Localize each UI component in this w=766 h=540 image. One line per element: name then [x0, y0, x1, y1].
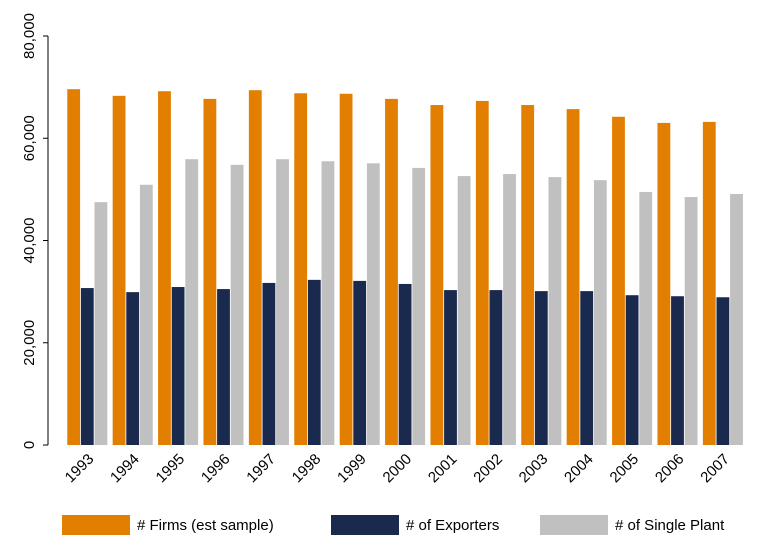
x-tick-label: 1996	[198, 451, 234, 487]
x-tick-label: 2006	[652, 451, 688, 487]
bar	[353, 280, 367, 445]
bar	[657, 122, 671, 445]
bar	[366, 163, 380, 445]
bar	[171, 287, 185, 445]
bar	[80, 288, 94, 445]
bar	[412, 167, 426, 445]
bar	[262, 282, 276, 445]
bar	[730, 193, 743, 445]
legend-label: # of Exporters	[406, 517, 499, 534]
bar	[671, 296, 684, 445]
bar	[639, 191, 653, 445]
bar	[385, 98, 398, 445]
bar	[521, 105, 535, 446]
x-tick-label: 1993	[62, 451, 98, 487]
y-tick-label: 20,000	[21, 320, 38, 366]
bar	[457, 176, 471, 445]
legend-swatch	[62, 515, 130, 535]
bar	[702, 121, 716, 445]
x-tick-label: 2005	[607, 451, 643, 487]
bar	[398, 283, 412, 445]
x-tick-label: 2000	[380, 451, 416, 487]
bar	[489, 290, 503, 445]
legend-swatch	[540, 515, 608, 535]
bar	[503, 174, 516, 445]
legend-label: # of Single Plant	[615, 517, 725, 534]
bar	[126, 292, 140, 445]
y-tick-label: 40,000	[21, 218, 38, 264]
x-tick-label: 2007	[697, 451, 733, 487]
bar	[566, 109, 580, 445]
bar	[248, 90, 262, 445]
legend-label: # Firms (est sample)	[137, 517, 274, 534]
legend-swatch	[331, 515, 399, 535]
bar	[203, 98, 217, 445]
bar	[430, 105, 444, 446]
y-tick-label: 60,000	[21, 115, 38, 161]
x-tick-label: 1997	[243, 451, 279, 487]
y-tick-label: 0	[21, 441, 38, 449]
bar	[625, 295, 639, 445]
bar	[217, 289, 230, 445]
bar	[534, 291, 548, 445]
x-tick-label: 1995	[153, 451, 189, 487]
bar	[67, 89, 81, 446]
bar	[321, 161, 335, 445]
bar	[276, 159, 289, 445]
bar	[307, 279, 321, 445]
x-tick-label: 2002	[470, 451, 506, 487]
x-tick-label: 1998	[289, 451, 325, 487]
x-tick-label: 2004	[561, 451, 597, 487]
y-tick-label: 80,000	[21, 13, 38, 59]
bar	[94, 202, 108, 445]
x-tick-label: 1994	[107, 451, 143, 487]
bar	[580, 291, 594, 445]
bar	[185, 159, 199, 445]
bar	[593, 180, 607, 446]
bar	[112, 95, 126, 445]
bar	[158, 91, 171, 445]
x-tick-label: 1999	[334, 451, 370, 487]
bar	[339, 93, 353, 446]
bar	[139, 184, 153, 445]
bar	[716, 297, 730, 445]
bar	[230, 164, 244, 445]
x-tick-label: 2001	[425, 451, 461, 487]
bar	[444, 290, 457, 445]
bar	[548, 177, 562, 446]
bar	[294, 93, 308, 445]
bar	[475, 100, 489, 446]
bar	[612, 116, 625, 445]
x-tick-label: 2003	[516, 451, 552, 487]
bar	[684, 197, 698, 445]
